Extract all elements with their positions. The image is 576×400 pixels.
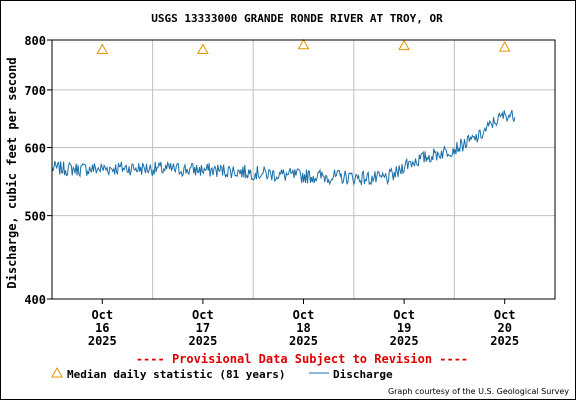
- credit-text: Graph courtesy of the U.S. Geological Su…: [388, 387, 569, 396]
- x-tick-year: 2025: [490, 334, 519, 348]
- y-tick-label: 600: [24, 141, 46, 155]
- median-marker: [197, 43, 209, 54]
- y-axis-ticks: 800 700 600 500 400: [24, 34, 52, 307]
- x-tick-year: 2025: [289, 334, 318, 348]
- median-marker: [297, 38, 310, 50]
- x-tick-day: 19: [397, 321, 411, 335]
- x-tick-day: 20: [497, 321, 511, 335]
- x-tick-month: Oct: [293, 308, 315, 322]
- x-tick-day: 18: [296, 321, 310, 335]
- median-marker: [498, 41, 511, 52]
- x-tick-year: 2025: [88, 334, 117, 348]
- x-tick-day: 17: [196, 321, 210, 335]
- x-tick-year: 2025: [188, 334, 217, 348]
- y-axis-label: Discharge, cubic feet per second: [5, 57, 19, 288]
- x-tick-month: Oct: [494, 308, 516, 322]
- x-tick-year: 2025: [390, 334, 419, 348]
- median-marker: [398, 39, 410, 51]
- series-layer: [51, 38, 516, 187]
- x-tick-day: 16: [95, 321, 109, 335]
- y-tick-label: 800: [24, 34, 46, 48]
- provisional-note: ---- Provisional Data Subject to Revisio…: [136, 352, 468, 366]
- x-tick-month: Oct: [91, 308, 113, 322]
- grid-lines: [52, 39, 555, 300]
- legend-median-marker: [51, 366, 63, 378]
- x-tick-month: Oct: [393, 308, 415, 322]
- discharge-line: [51, 109, 516, 187]
- y-tick-label: 400: [24, 293, 46, 307]
- legend: Median daily statistic (81 years) Discha…: [51, 366, 393, 381]
- x-tick-month: Oct: [192, 308, 214, 322]
- legend-discharge-label: Discharge: [333, 368, 393, 381]
- y-tick-label: 500: [24, 210, 46, 224]
- x-axis-ticks: Oct162025Oct172025Oct182025Oct192025Oct2…: [88, 299, 519, 348]
- chart-title: USGS 13333000 GRANDE RONDE RIVER AT TROY…: [151, 12, 443, 25]
- legend-median-label: Median daily statistic (81 years): [67, 368, 286, 381]
- median-marker: [96, 43, 109, 54]
- plot-frame: [51, 39, 556, 300]
- y-tick-label: 700: [24, 84, 46, 98]
